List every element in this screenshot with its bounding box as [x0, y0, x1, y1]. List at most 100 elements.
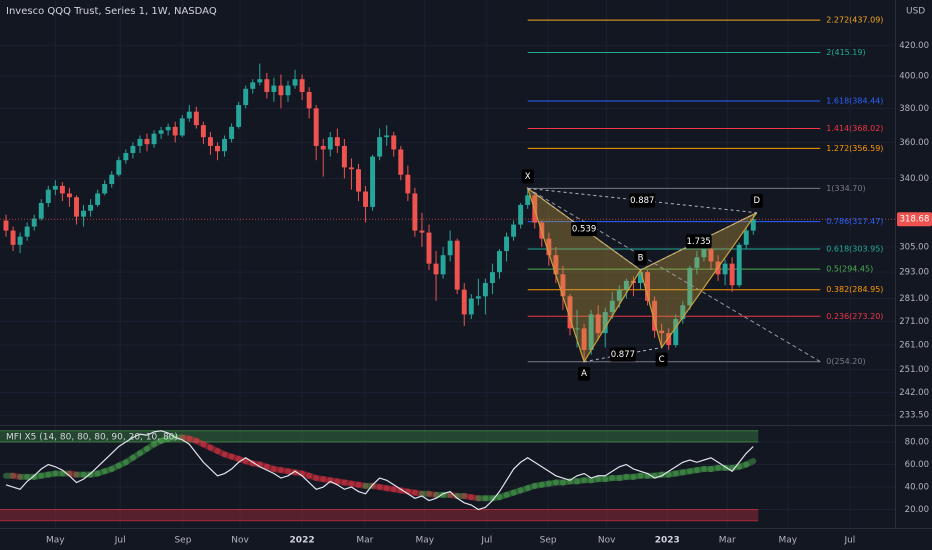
mfi-signal	[616, 473, 630, 482]
candle-body	[567, 296, 573, 329]
candle-body	[257, 79, 263, 83]
candle-body	[461, 289, 467, 315]
x-tick-label: 2023	[655, 536, 680, 546]
candle-body	[59, 185, 65, 194]
candle-body	[207, 137, 213, 146]
candle-body	[426, 232, 432, 264]
mfi-signal	[341, 479, 355, 487]
mfi-signal	[200, 441, 214, 451]
mfi-signal	[524, 482, 538, 492]
candle-body	[694, 257, 700, 268]
candle-body	[391, 135, 397, 150]
candle-body	[602, 312, 608, 334]
candle-body	[708, 248, 714, 262]
fib-label: 1.414(368.02)	[826, 124, 883, 133]
candle-body	[412, 193, 418, 231]
mfi-signal	[10, 472, 24, 480]
mfi-signal	[411, 489, 425, 497]
mfi-signal	[179, 434, 193, 442]
point-label: X	[525, 172, 531, 182]
x-tick-label: May	[46, 536, 65, 546]
mfi-signal	[531, 481, 545, 489]
pattern-ratio-line	[527, 187, 641, 271]
mfi-signal	[327, 477, 341, 485]
mfi-signal	[707, 464, 722, 473]
candle-body	[525, 195, 531, 205]
mfi-line	[5, 430, 754, 511]
candle-body	[285, 85, 291, 96]
candle-body	[292, 79, 298, 86]
candle-body	[701, 248, 707, 258]
candle-body	[215, 145, 220, 152]
mfi-signal	[390, 486, 404, 494]
candle-body	[356, 169, 361, 192]
candle-body	[186, 111, 192, 119]
mfi-signal	[94, 468, 108, 477]
candle-body	[609, 300, 615, 313]
mfi-signal	[214, 448, 228, 458]
y-tick-label: 293.00	[899, 268, 929, 278]
mfi-signal	[630, 472, 644, 480]
y-tick-label: 281.00	[899, 294, 929, 304]
x-tick-label: Nov	[598, 536, 616, 546]
candle-body	[52, 185, 58, 190]
mfi-signal	[348, 480, 362, 488]
mfi-signal	[672, 469, 686, 477]
candle-body	[278, 85, 284, 96]
candle-body	[497, 251, 502, 273]
mfi-signal	[263, 463, 277, 473]
chart-title: Invesco QQQ Trust, Series 1, 1W, NASDAQ	[6, 6, 217, 17]
candle-body	[581, 328, 587, 350]
ratio-label: 0.887	[630, 196, 654, 206]
candle-body	[229, 126, 235, 139]
candle-body	[729, 263, 735, 286]
point-box	[521, 169, 534, 184]
candle-body	[518, 204, 524, 225]
pattern-projection	[527, 187, 821, 363]
mfi-signal	[299, 470, 313, 479]
candle-body	[320, 145, 326, 150]
y-tick-label: 271.00	[899, 317, 929, 327]
point-box	[655, 352, 668, 367]
candle-body	[475, 296, 481, 299]
mfi-signal	[115, 459, 129, 469]
candle-body	[137, 138, 143, 146]
candle-body	[165, 126, 171, 131]
mfi-signal	[383, 485, 397, 493]
mfi-tick-label: 20.00	[905, 505, 929, 515]
ratio-label: 0.539	[572, 225, 596, 235]
point-label: B	[638, 254, 644, 264]
x-tick-label: May	[415, 536, 434, 546]
mfi-signal	[143, 441, 158, 452]
y-tick-label: 340.00	[899, 174, 929, 184]
mfi-signal	[256, 461, 270, 470]
candle-body	[102, 184, 108, 194]
candle-body	[24, 226, 30, 237]
point-box	[750, 193, 763, 208]
candle-body	[116, 160, 122, 175]
candle-body	[687, 267, 693, 306]
candle-body	[482, 283, 488, 297]
point-label: A	[581, 369, 587, 379]
mfi-signal	[355, 481, 369, 489]
fib-label: 0.382(284.95)	[826, 285, 883, 294]
x-tick-label: May	[779, 536, 798, 546]
candle-body	[236, 105, 242, 127]
ratio-box	[629, 193, 656, 208]
candle-body	[130, 145, 136, 154]
candle-body	[511, 224, 517, 237]
candle-body	[588, 314, 594, 350]
candle-body	[468, 298, 474, 315]
candle-body	[334, 137, 340, 146]
mfi-signal	[277, 467, 291, 475]
candle-body	[3, 220, 9, 231]
candle-body	[172, 126, 178, 136]
candle-body	[419, 230, 425, 233]
y-tick-label: 242.00	[899, 388, 929, 398]
candle-body	[384, 135, 390, 138]
fib-label: 2(415.19)	[826, 48, 865, 57]
mfi-band	[0, 430, 759, 442]
fib-label: 0.236(273.20)	[826, 312, 883, 321]
candle-body	[398, 149, 404, 175]
